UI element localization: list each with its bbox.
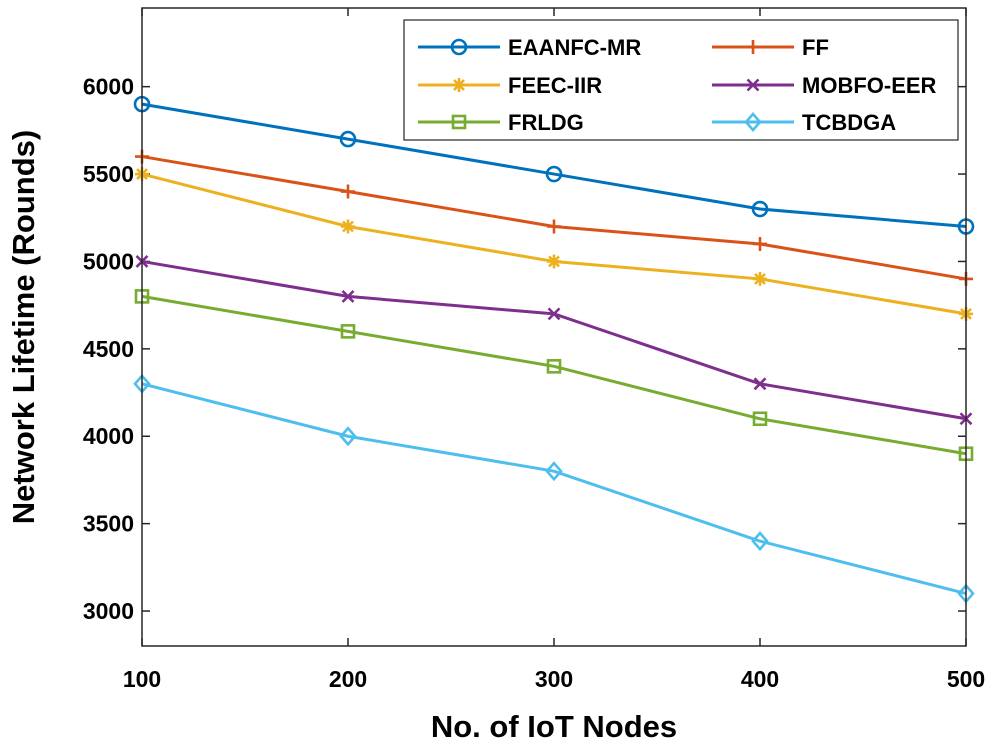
data-point-frldg bbox=[752, 411, 768, 427]
series-ff bbox=[135, 149, 973, 286]
y-tick-label: 3500 bbox=[83, 511, 134, 537]
y-tick-label: 5500 bbox=[83, 161, 134, 187]
data-point-feec-iir bbox=[547, 254, 561, 269]
data-point-mobfo-eer bbox=[547, 307, 561, 321]
legend-marker-tcbdga bbox=[744, 112, 762, 132]
data-point-mobfo-eer bbox=[341, 289, 355, 303]
series-frldg bbox=[134, 289, 974, 462]
legend-item-ff: FF bbox=[712, 35, 829, 60]
x-axis-title: No. of IoT Nodes bbox=[431, 709, 677, 744]
y-tick-label: 5000 bbox=[83, 248, 134, 274]
data-point-tcbdga bbox=[339, 426, 357, 447]
data-point-frldg bbox=[340, 324, 356, 339]
y-axis-title: Network Lifetime (Rounds) bbox=[6, 130, 41, 524]
legend-marker-ff bbox=[746, 40, 760, 54]
legend-label-feec-iir: FEEC-IIR bbox=[508, 73, 602, 98]
x-tick-label: 100 bbox=[123, 666, 161, 692]
legend-item-feec-iir: FEEC-IIR bbox=[418, 73, 602, 98]
data-point-tcbdga bbox=[545, 461, 563, 482]
series-layer bbox=[133, 95, 975, 604]
legend-marker-mobfo-eer bbox=[746, 78, 760, 92]
data-point-ff bbox=[753, 236, 767, 251]
legend-marker-frldg bbox=[451, 114, 467, 130]
legend-label-tcbdga: TCBDGA bbox=[802, 110, 896, 135]
data-point-frldg bbox=[546, 359, 562, 374]
data-point-ff bbox=[547, 219, 561, 234]
series-line-frldg bbox=[141, 294, 967, 456]
data-point-feec-iir bbox=[341, 219, 355, 234]
data-point-eaanfc-mr bbox=[545, 165, 563, 183]
legend-item-tcbdga: TCBDGA bbox=[712, 110, 896, 135]
legend-label-mobfo-eer: MOBFO-EER bbox=[802, 73, 937, 98]
data-point-ff bbox=[341, 184, 355, 199]
data-point-mobfo-eer bbox=[753, 377, 767, 391]
plot-frame bbox=[141, 7, 967, 647]
legend-label-ff: FF bbox=[802, 35, 829, 60]
legend-marker-feec-iir bbox=[452, 78, 466, 92]
data-point-eaanfc-mr bbox=[339, 130, 357, 148]
data-point-tcbdga bbox=[751, 531, 769, 552]
legend-item-eaanfc-mr: EAANFC-MR bbox=[418, 35, 641, 60]
x-tick-label: 500 bbox=[947, 666, 985, 692]
axis-ticks: 100 200 300 400 500 3000 3500 4000 4500 5000 5500 6… bbox=[83, 8, 985, 692]
y-tick-label: 3000 bbox=[83, 598, 134, 624]
legend: EAANFC-MR FF FEEC-IIR MOBFO-EER FRLDG TCBDGA bbox=[403, 19, 959, 141]
x-tick-label: 400 bbox=[741, 666, 779, 692]
y-tick-label: 6000 bbox=[83, 74, 134, 100]
legend-label-frldg: FRLDG bbox=[508, 110, 584, 135]
legend-box bbox=[403, 19, 959, 141]
legend-item-frldg: FRLDG bbox=[418, 110, 584, 135]
series-line-eaanfc-mr bbox=[141, 102, 967, 228]
y-tick-label: 4000 bbox=[83, 423, 134, 449]
legend-marker-eaanfc-mr bbox=[450, 38, 468, 56]
data-point-feec-iir bbox=[753, 271, 767, 286]
x-tick-label: 200 bbox=[329, 666, 367, 692]
series-line-tcbdga bbox=[141, 382, 967, 596]
legend-item-mobfo-eer: MOBFO-EER bbox=[712, 73, 937, 98]
y-tick-label: 4500 bbox=[83, 336, 134, 362]
data-point-eaanfc-mr bbox=[751, 200, 769, 218]
legend-label-eaanfc-mr: EAANFC-MR bbox=[508, 35, 641, 60]
x-tick-label: 300 bbox=[535, 666, 573, 692]
